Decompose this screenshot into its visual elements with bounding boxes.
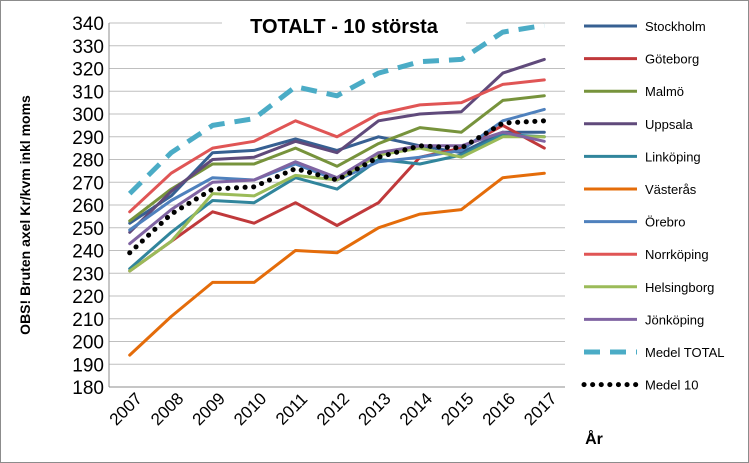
legend-label: Medel 10 xyxy=(645,378,698,393)
legend-label: Uppsala xyxy=(645,117,693,132)
series-line-0 xyxy=(128,130,546,225)
series-line-7 xyxy=(128,78,546,214)
y-tick-label: 230 xyxy=(72,264,104,285)
legend-label: Norrköping xyxy=(645,247,709,262)
y-tick-label: 220 xyxy=(72,287,104,308)
series-line-10 xyxy=(127,22,545,196)
legend-label: Västerås xyxy=(645,182,697,197)
x-axis-label: År xyxy=(585,429,603,448)
legend-label: Helsingborg xyxy=(645,280,714,295)
y-tick-label: 200 xyxy=(72,333,104,354)
series-line-5 xyxy=(128,171,546,357)
y-tick-label: 180 xyxy=(72,378,104,399)
chart-title-box: TOTALT - 10 största xyxy=(222,11,466,39)
y-tick-label: 310 xyxy=(72,82,104,103)
legend-label: Jönköping xyxy=(645,312,704,327)
legend-label: Stockholm xyxy=(645,19,706,34)
legend-label: Malmö xyxy=(645,84,684,99)
y-tick-label: 290 xyxy=(72,128,104,149)
y-axis-label: OBS! Bruten axel Kr/kvm inkl moms xyxy=(17,95,33,335)
series-line-2 xyxy=(128,94,546,223)
y-tick-label: 320 xyxy=(72,60,104,81)
axes xyxy=(108,23,565,388)
chart-title: TOTALT - 10 största xyxy=(250,16,439,38)
y-tick-label: 280 xyxy=(72,151,104,172)
y-tick-label: 300 xyxy=(72,105,104,126)
y-tick-label: 210 xyxy=(72,310,104,331)
legend-label: Göteborg xyxy=(645,52,699,67)
y-tick-label: 190 xyxy=(72,355,104,376)
y-tick-label: 330 xyxy=(72,37,104,58)
series-line-8 xyxy=(128,135,546,273)
legend-label: Medel TOTAL xyxy=(645,345,724,360)
series-line-9 xyxy=(128,130,546,246)
y-tick-label: 250 xyxy=(72,219,104,240)
legend-label: Linköping xyxy=(645,149,701,164)
chart-title-background xyxy=(222,11,466,39)
y-tick-label: 340 xyxy=(72,14,104,35)
series-lines xyxy=(127,22,547,357)
y-tick-label: 240 xyxy=(72,242,104,263)
series-line-3 xyxy=(128,57,546,234)
legend: Stockholm Göteborg Malmö Uppsala Linköping Vä… xyxy=(581,19,724,393)
legend-label: Örebro xyxy=(645,215,685,230)
y-tick-label: 270 xyxy=(72,173,104,194)
y-tick-label: 260 xyxy=(72,196,104,217)
